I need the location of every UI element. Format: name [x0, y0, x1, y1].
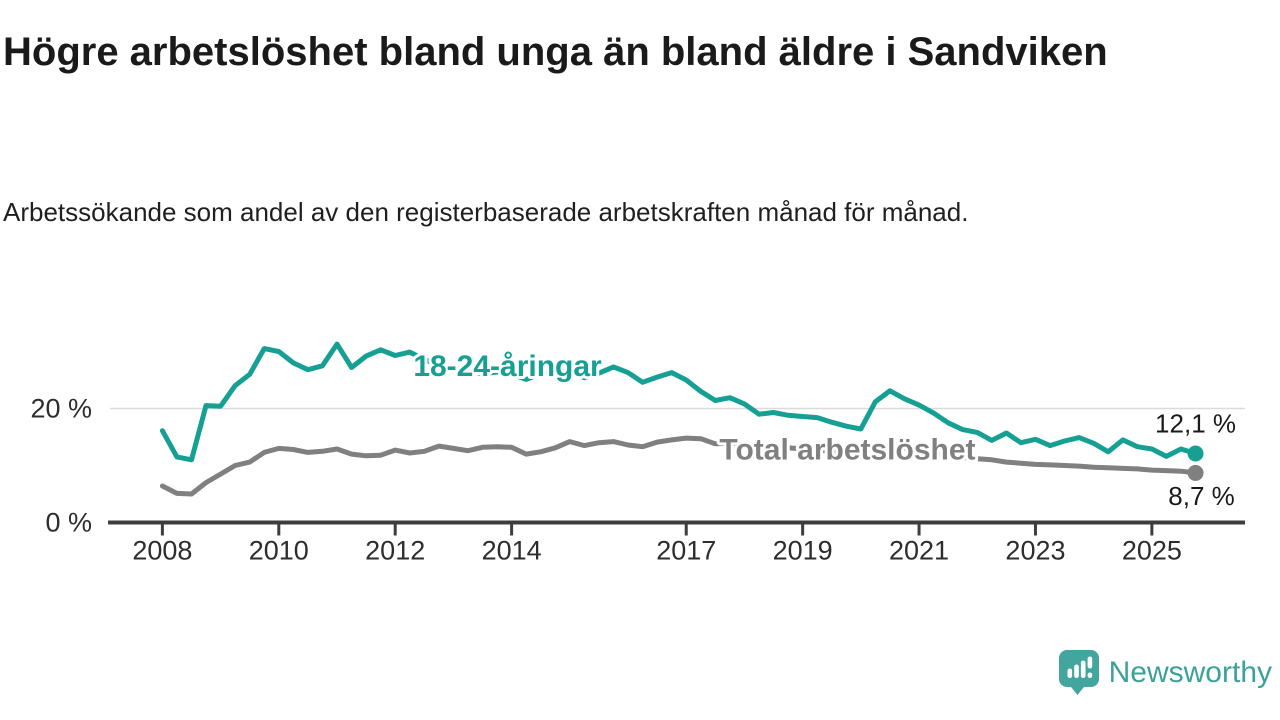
end-value-label-total: 8,7 % [1168, 481, 1235, 511]
x-tick-label-2021: 2021 [889, 536, 949, 566]
series-line-total [159, 435, 1198, 497]
x-tick-label-2008: 2008 [132, 536, 192, 566]
end-value-label-young: 12,1 % [1155, 409, 1236, 439]
newsworthy-logo: Newsworthy [1058, 650, 1272, 695]
y-tick-label-20: 20 % [30, 394, 92, 424]
newsworthy-logo-icon [1058, 650, 1099, 695]
series-label-young: 18-24-åringar [413, 350, 602, 383]
x-tick-label-2019: 2019 [773, 536, 833, 566]
end-dot-total [1187, 464, 1204, 481]
page-subtitle: Arbetssökande som andel av den registerb… [3, 197, 969, 227]
x-tick-label-2017: 2017 [656, 536, 716, 566]
x-tick-label-2010: 2010 [249, 536, 309, 566]
series-label-total: Total arbetslöshet [719, 433, 975, 466]
newsworthy-logo-text: Newsworthy [1108, 655, 1272, 689]
end-dot-young [1187, 445, 1204, 462]
x-tick-label-2014: 2014 [482, 536, 542, 566]
series-line-young [159, 341, 1198, 463]
y-tick-label-0: 0 % [45, 508, 92, 538]
x-tick-label-2023: 2023 [1005, 536, 1065, 566]
x-tick-label-2025: 2025 [1122, 536, 1182, 566]
page-title: Högre arbetslöshet bland unga än bland ä… [3, 30, 1108, 74]
x-tick-label-2012: 2012 [365, 536, 425, 566]
